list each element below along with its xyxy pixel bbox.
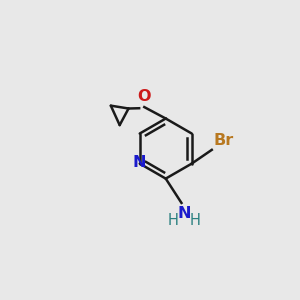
Text: N: N <box>178 206 191 221</box>
Text: O: O <box>137 89 151 104</box>
Text: H: H <box>190 213 201 228</box>
Text: N: N <box>133 155 146 170</box>
Text: H: H <box>168 213 179 228</box>
Text: Br: Br <box>213 134 233 148</box>
